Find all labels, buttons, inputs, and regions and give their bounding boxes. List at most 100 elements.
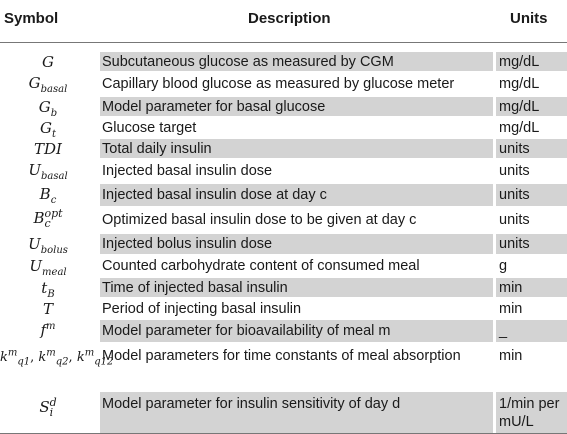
symbol-subscript: basal	[41, 171, 68, 182]
table-row: Umeal Counted carbohydrate content of con…	[0, 256, 567, 278]
table-row: TDI Total daily insulin units	[0, 139, 567, 158]
description-cell: Counted carbohydrate content of consumed…	[102, 258, 420, 274]
symbol-subscript: c	[50, 195, 57, 206]
row-background	[496, 320, 567, 342]
symbol-base: TDI	[34, 140, 62, 158]
units-cell: g	[499, 258, 508, 274]
symbol-separator: ,	[68, 350, 77, 365]
table-row: fm Model parameter for bioavailability of…	[0, 320, 567, 342]
symbol-script-stack: opt c	[44, 207, 63, 230]
description-cell: Injected basal insulin dose at day c	[102, 187, 327, 203]
description-cell: Period of injecting basal insulin	[102, 300, 302, 317]
row-background	[496, 392, 567, 433]
symbol-part: kmq2	[38, 347, 69, 368]
header-symbol: Symbol	[4, 10, 59, 27]
units-cell: mg/dL	[499, 76, 540, 92]
description-cell: Glucose target	[102, 119, 197, 136]
symbol-base: B	[33, 209, 45, 227]
symbol-base: U	[28, 161, 41, 179]
symbol-base: k	[38, 350, 47, 365]
table-row: Gt Glucose target mg/dL	[0, 118, 567, 140]
description-cell: Subcutaneous glucose as measured by CGM	[102, 53, 394, 70]
description-cell: Optimized basal insulin dose to be given…	[102, 212, 417, 228]
symbol-cell: fm	[0, 321, 96, 339]
units-cell: min	[499, 348, 523, 364]
symbol-base: k	[76, 350, 85, 365]
symbol-superscript: m	[46, 321, 56, 332]
table-header: Symbol Description Units	[0, 0, 567, 42]
header-divider	[0, 42, 567, 43]
units-cell: 1/min per mU/L	[499, 396, 560, 430]
row-background	[100, 139, 493, 158]
symbol-subscript: basal	[40, 84, 68, 95]
table-row: Gb Model parameter for basal glucose mg/dL	[0, 97, 567, 119]
units-cell: units	[499, 163, 530, 179]
symbol-superscript: opt	[44, 207, 63, 220]
symbol-cell: Umeal	[0, 257, 96, 278]
row-background	[100, 234, 493, 254]
description-cell: Injected basal insulin dose	[102, 163, 273, 179]
table-row: Ubasal Injected basal insulin dose units	[0, 160, 567, 182]
symbol-subscript: B	[47, 289, 55, 300]
units-cell: _	[499, 323, 508, 339]
symbol-cell: Bc	[0, 185, 96, 206]
symbol-cell: Ubolus	[0, 235, 96, 256]
header-units: Units	[510, 10, 548, 27]
symbol-base: S	[39, 398, 50, 416]
symbol-subscript: q2	[55, 356, 69, 368]
symbol-base: U	[28, 235, 41, 253]
units-cell: mg/dL	[499, 119, 540, 136]
units-cell: units	[499, 212, 530, 228]
description-cell: Model parameter for insulin sensitivity …	[102, 396, 401, 412]
symbol-superscript: m	[7, 347, 18, 359]
table-row: tB Time of injected basal insulin min	[0, 278, 567, 300]
symbol-subscript: q1	[17, 356, 31, 368]
symbol-base: U	[29, 257, 43, 275]
symbol-subscript: q12	[94, 356, 114, 368]
symbol-cell: Ubasal	[0, 161, 96, 182]
symbol-cell: kmq1, kmq2, kmq12	[0, 347, 113, 368]
symbol-base: k	[0, 350, 8, 365]
symbol-part: kmq12	[76, 348, 114, 368]
symbol-separator: ,	[30, 350, 39, 365]
symbol-cell: G	[0, 53, 96, 71]
units-cell: mg/dL	[499, 53, 540, 70]
units-cell: min	[499, 279, 523, 296]
symbol-base: G	[42, 53, 54, 71]
row-background	[100, 97, 493, 116]
symbol-base: t	[41, 279, 48, 297]
table-row: T Period of injecting basal insulin min	[0, 299, 567, 318]
symbol-part: kmq1	[0, 347, 31, 368]
row-background	[100, 278, 493, 297]
description-cell: Capillary blood glucose as measured by g…	[102, 76, 455, 92]
symbol-cell: tB	[0, 279, 96, 300]
symbol-subscript: c	[44, 217, 51, 230]
symbol-base: T	[42, 300, 53, 318]
row-background	[100, 52, 493, 71]
units-cell: units	[499, 140, 530, 157]
table-row: Ubolus Injected bolus insulin dose units	[0, 234, 567, 256]
symbol-subscript: i	[49, 406, 54, 419]
header-description: Description	[248, 10, 331, 27]
table-row: kmq1, kmq2, kmq12 Model parameters for ti…	[0, 344, 567, 390]
symbol-cell: T	[0, 300, 96, 318]
row-background	[100, 320, 493, 342]
description-cell: Model parameter for basal glucose	[102, 98, 326, 115]
description-cell: Total daily insulin	[102, 140, 212, 157]
units-cell: mg/dL	[499, 98, 540, 115]
description-cell: Injected bolus insulin dose	[102, 236, 273, 252]
symbol-base: G	[39, 119, 52, 137]
symbol-base: G	[38, 98, 51, 116]
units-cell: units	[499, 187, 530, 203]
symbol-subscript: t	[51, 129, 56, 140]
description-cell: Model parameter for bioavailability of m…	[102, 323, 391, 339]
row-background	[100, 392, 493, 433]
row-background	[496, 52, 567, 71]
symbol-superscript: m	[46, 347, 56, 359]
description-cell: Time of injected basal insulin	[102, 279, 288, 296]
symbol-base: B	[39, 185, 51, 203]
